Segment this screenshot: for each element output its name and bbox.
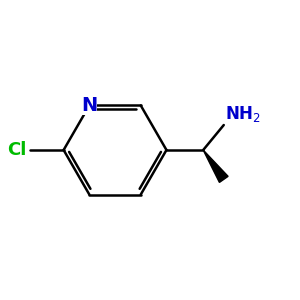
Text: Cl: Cl (7, 141, 26, 159)
Text: N: N (81, 96, 98, 115)
Polygon shape (203, 150, 228, 182)
Text: NH$_2$: NH$_2$ (225, 103, 261, 124)
